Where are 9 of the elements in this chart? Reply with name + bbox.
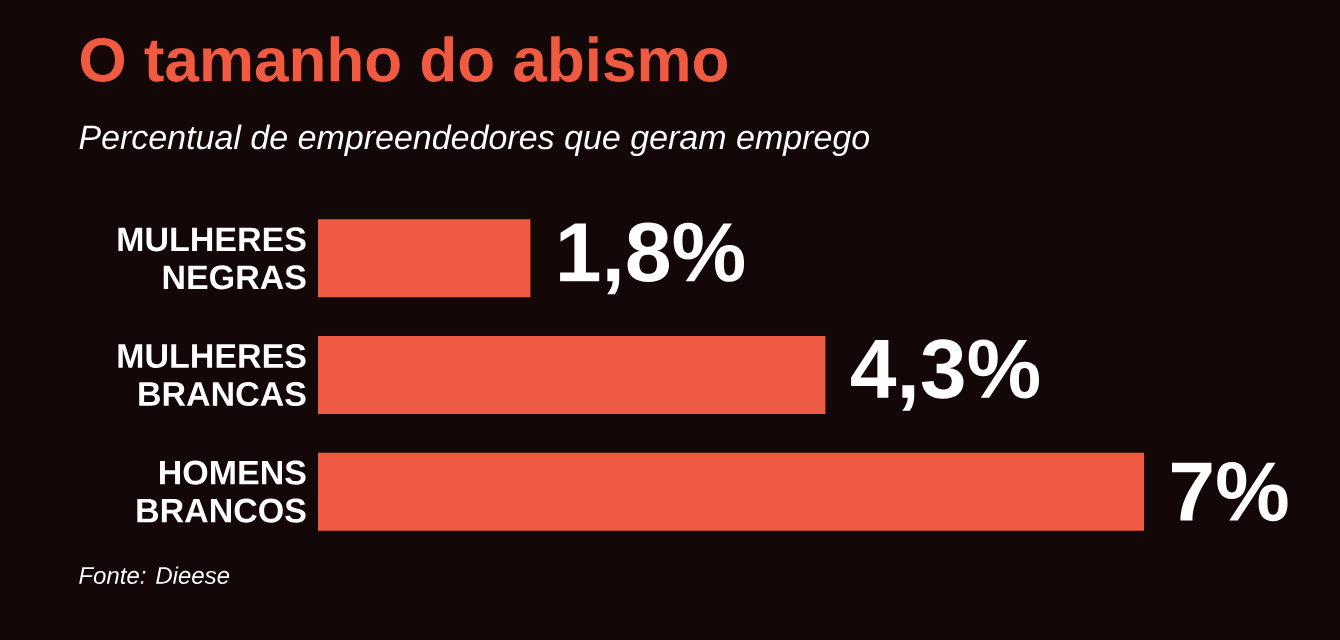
source-note: Fonte: Dieese: [79, 566, 230, 584]
data-label: 1,8%: [560, 222, 745, 295]
data-label: 7%: [1172, 462, 1288, 522]
y-tick-label: MULHERES NEGRAS: [118, 227, 306, 290]
chart-title: O tamanho do abismo: [80, 36, 728, 82]
y-tick-label: HOMENS BRANCOS: [137, 460, 306, 523]
y-tick-label: MULHERES BRANCAS: [118, 343, 306, 407]
data-label: 4,3%: [851, 339, 1040, 411]
chart-subtitle: Percentual de empreendedores que geram emprego: [79, 124, 870, 157]
